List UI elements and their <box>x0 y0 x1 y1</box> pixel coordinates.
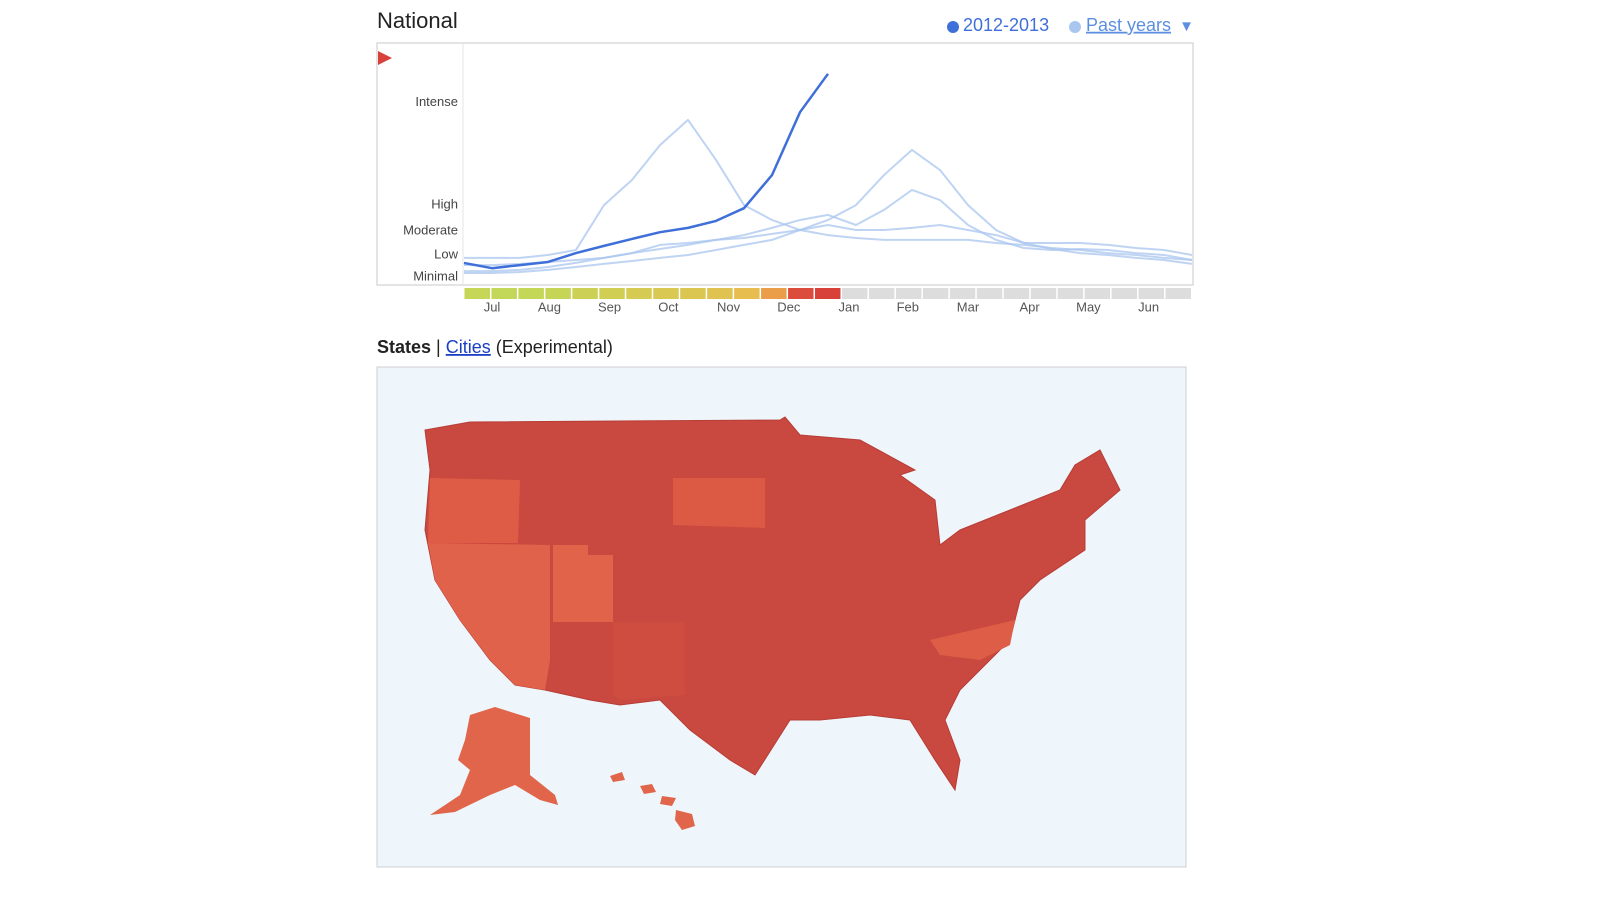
x-tick-label: Jun <box>1138 299 1159 314</box>
state <box>613 622 685 700</box>
us-map <box>424 416 1121 792</box>
state <box>553 545 613 622</box>
intensity-cell <box>599 288 625 299</box>
intensity-cell <box>976 288 1003 299</box>
dropdown-icon[interactable]: ▼ <box>1179 18 1194 35</box>
intensity-cell <box>788 288 814 299</box>
x-tick-label: Apr <box>1019 299 1040 314</box>
intensity-cell <box>464 288 490 299</box>
intensity-cell <box>1003 288 1030 299</box>
plot: Minimal Low Moderate High Intense Jul Aug Sep Oc… <box>403 73 1193 314</box>
y-tick-label: Minimal <box>413 269 458 284</box>
intensity-cell <box>518 288 544 299</box>
state <box>930 620 1015 660</box>
hawaii <box>660 796 676 806</box>
intensity-cell <box>653 288 679 299</box>
intensity-cell <box>1165 288 1191 299</box>
intensity-cell <box>949 288 976 299</box>
hawaii <box>640 784 656 794</box>
intensity-cell <box>491 288 517 299</box>
flag <box>378 51 392 65</box>
hawaii <box>675 810 695 830</box>
tabs: States | Cities (Experimental) <box>377 337 613 357</box>
intensity-cell <box>1138 288 1165 299</box>
intensity-cell <box>1030 288 1057 299</box>
alaska <box>430 707 558 815</box>
intensity-cell <box>841 288 868 299</box>
x-tick-label: Sep <box>598 299 621 314</box>
intensity-cell <box>761 288 787 299</box>
legend-dot <box>947 21 959 33</box>
legend-link[interactable]: Past years <box>1086 15 1171 35</box>
y-tick-label: Moderate <box>403 222 458 237</box>
state <box>673 478 765 528</box>
intensity-cell <box>545 288 571 299</box>
x-tick-label: May <box>1076 299 1101 314</box>
state <box>428 543 550 690</box>
intensity-cell <box>572 288 598 299</box>
y-tick-label: High <box>431 197 458 212</box>
legend-label: 2012-2013 <box>963 15 1049 35</box>
x-tick-label: Aug <box>538 299 561 314</box>
tab-note: (Experimental) <box>496 337 613 357</box>
chart-title: National <box>377 8 458 33</box>
past-line <box>464 188 1193 273</box>
intensity-cell <box>1111 288 1138 299</box>
intensity-cell <box>815 288 841 299</box>
intensity-cell <box>626 288 652 299</box>
x-tick-label: Mar <box>957 299 980 314</box>
x-tick-label: Nov <box>717 299 741 314</box>
hawaii <box>610 772 625 782</box>
past-line <box>464 224 1193 267</box>
intensity-cell <box>707 288 733 299</box>
intensity-cell <box>1057 288 1084 299</box>
x-tick-label: Oct <box>658 299 679 314</box>
current-line <box>463 73 830 270</box>
intensity-cell <box>922 288 949 299</box>
intensity-cell <box>868 288 895 299</box>
intensity-cell <box>680 288 706 299</box>
legend-dot <box>1069 21 1081 33</box>
past-line <box>464 148 1193 274</box>
intensity-cell <box>895 288 922 299</box>
y-tick-label: Low <box>434 246 458 261</box>
chart-frame <box>376 42 1194 286</box>
state <box>428 478 520 543</box>
x-tick-label: Jul <box>484 299 501 314</box>
x-tick-label: Dec <box>777 299 801 314</box>
x-tick-label: Jan <box>839 299 860 314</box>
tab-states: States <box>377 337 431 357</box>
intensity-cell <box>1084 288 1111 299</box>
x-tick-label: Feb <box>897 299 919 314</box>
tab-separator: | <box>436 337 441 357</box>
tab-cities[interactable]: Cities <box>446 337 491 357</box>
y-tick-label: Intense <box>415 94 458 109</box>
intensity-cell <box>734 288 760 299</box>
